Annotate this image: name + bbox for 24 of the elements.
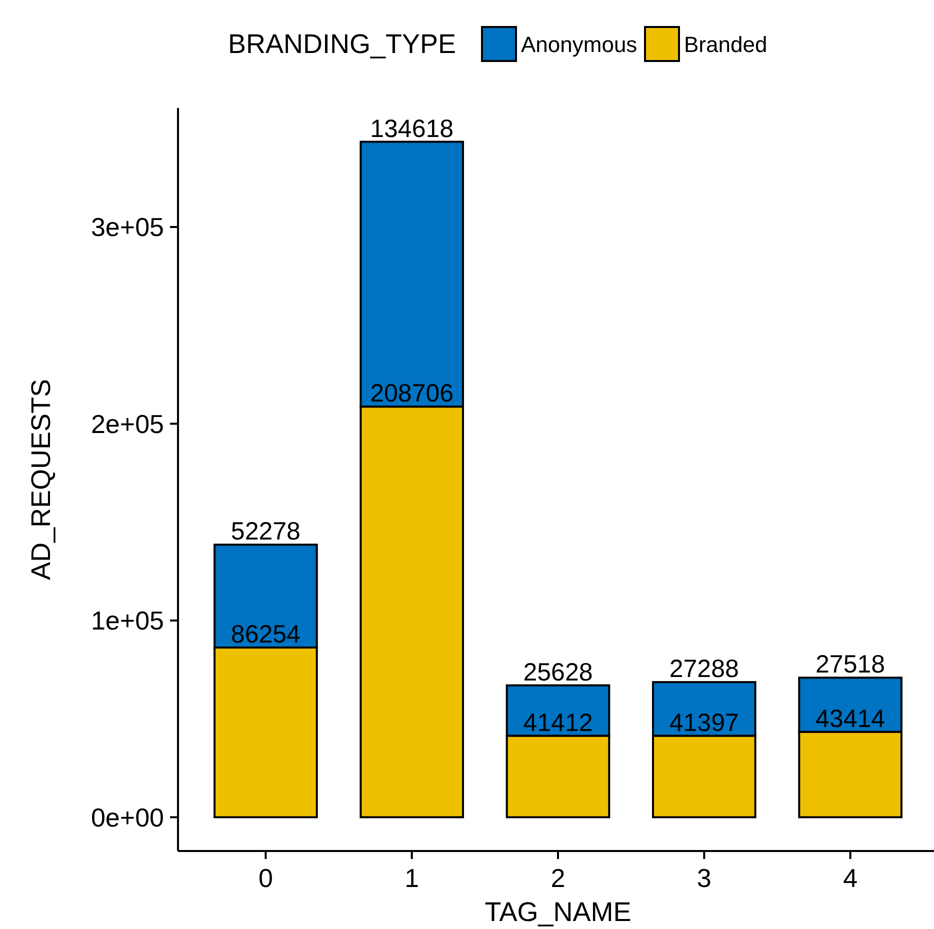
data-label: 43414 [816,704,886,733]
y-tick-label: 2e+05 [90,408,164,439]
x-tick-label: 3 [696,863,712,893]
y-tick-label: 0e+00 [90,802,164,832]
x-tick-label: 0 [258,863,273,893]
x-tick-label: 2 [550,863,566,893]
data-label: 208706 [370,380,454,408]
data-label: 27518 [816,650,886,679]
legend-title: BRANDING_TYPE [228,29,456,59]
x-axis-title: TAG_NAME [484,897,632,927]
legend-label: Anonymous [521,32,638,57]
data-label: 25628 [523,658,593,686]
data-label: 41412 [523,708,593,737]
y-axis-title: AD_REQUESTS [26,378,56,580]
legend-label: Branded [684,32,768,57]
data-label: 86254 [230,620,301,649]
y-tick-label: 3e+05 [90,212,164,242]
data-label: 52278 [230,518,300,546]
data-label: 41397 [669,708,739,737]
data-label: 134618 [370,114,454,143]
x-tick-label: 1 [404,863,420,893]
y-tick-label: 1e+05 [90,606,164,636]
x-tick-label: 4 [843,863,858,893]
data-label: 27288 [669,655,739,684]
